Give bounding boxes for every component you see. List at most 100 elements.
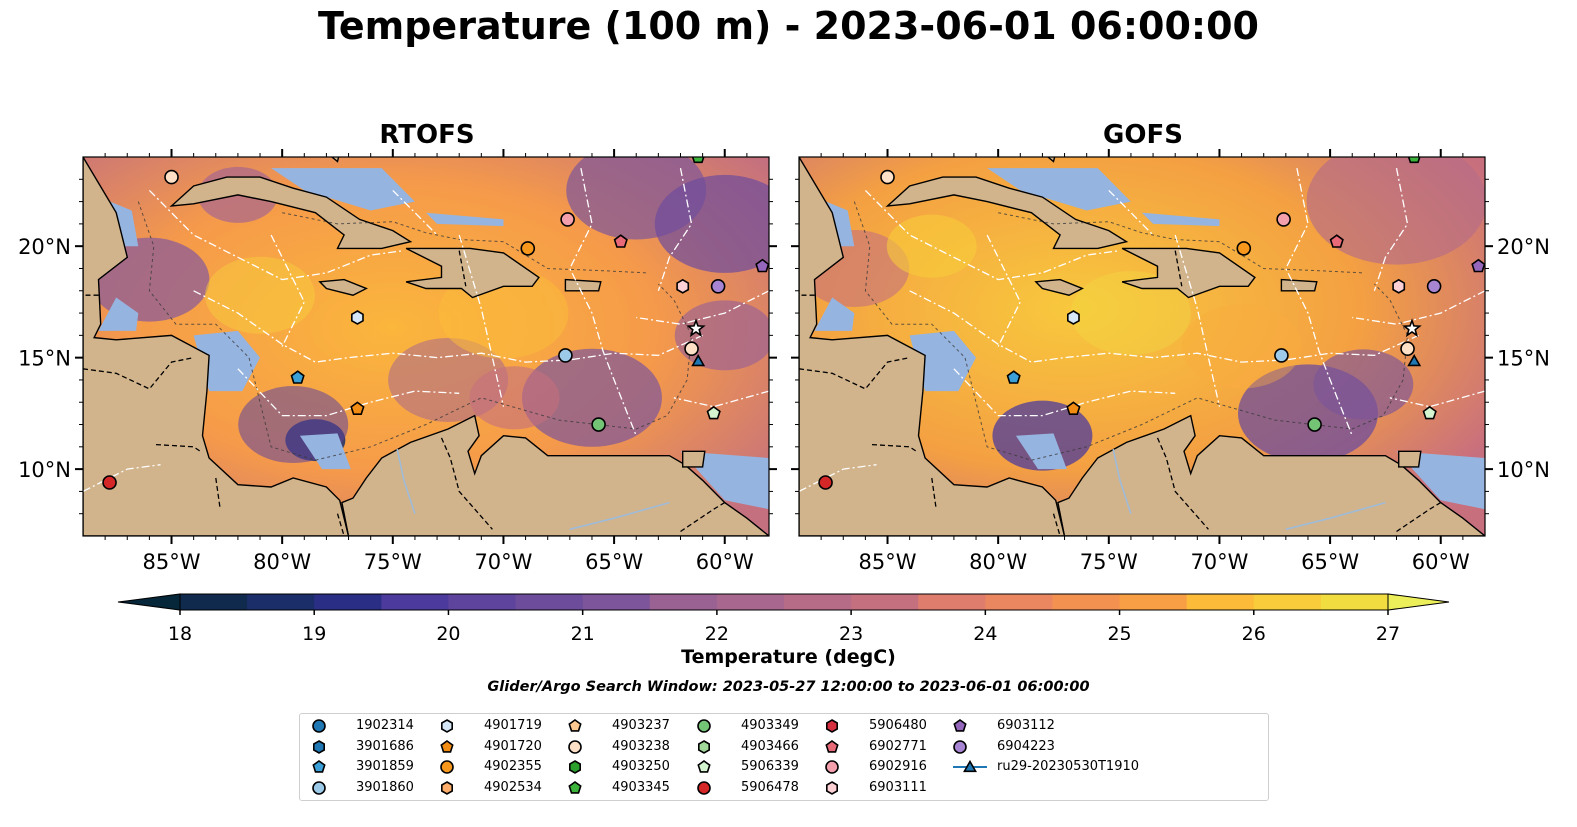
float-marker-pentagon xyxy=(1329,234,1344,248)
eez-boundary xyxy=(83,464,161,492)
eez-boundary xyxy=(986,234,1022,347)
shallow-water-area xyxy=(271,168,415,211)
land-south-america xyxy=(1057,414,1485,536)
temperature-feature xyxy=(469,366,560,430)
float-marker-pentagon xyxy=(691,157,705,164)
land-puerto-rico xyxy=(564,278,602,292)
float-marker-hexagon xyxy=(351,310,364,325)
land-trinidad xyxy=(682,450,706,468)
legend-marker-icon xyxy=(825,739,839,753)
eez-boundary xyxy=(909,290,1419,363)
eez-boundary xyxy=(1285,167,1353,436)
legend-hexagon-icon xyxy=(826,719,838,733)
latitude-tick-label: 20°N xyxy=(1497,235,1550,259)
colorbar-tick-label: 27 xyxy=(1376,623,1400,640)
legend-hexagon-icon xyxy=(826,780,838,795)
float-marker-circle xyxy=(880,169,895,185)
legend-circle-icon xyxy=(953,739,967,754)
colorbar-segment xyxy=(381,594,449,610)
legend-label: 4903237 xyxy=(612,718,670,733)
country-border xyxy=(1396,502,1442,533)
legend-marker-icon xyxy=(568,719,582,732)
temperature-feature xyxy=(1181,304,1302,389)
legend-pentagon-icon xyxy=(953,719,967,732)
float-marker-star xyxy=(686,318,706,338)
colorbar-tick-label: 23 xyxy=(839,623,863,640)
shallow-water-area xyxy=(426,212,504,227)
colorbar-segment xyxy=(180,594,248,610)
legend-hexagon-icon xyxy=(569,760,581,774)
legend-hexagon-icon xyxy=(441,719,453,733)
colorbar-segment xyxy=(1186,594,1255,610)
colorbar-segment xyxy=(918,594,986,610)
eez-boundary xyxy=(569,167,637,436)
search-window-note: Glider/Argo Search Window: 2023-05-27 12… xyxy=(487,679,1090,695)
eez-boundary xyxy=(458,234,505,407)
legend-label: 4901719 xyxy=(484,718,542,733)
legend-label: 4901720 xyxy=(484,738,542,754)
shallow-water-area xyxy=(1015,433,1067,470)
eez-boundary xyxy=(799,464,877,492)
float-marker-circle xyxy=(1426,279,1442,294)
legend-label: 5906480 xyxy=(869,718,927,733)
river xyxy=(569,501,670,531)
legend-hexagon-icon xyxy=(313,739,325,754)
legend-marker-icon xyxy=(826,719,838,733)
map-frame xyxy=(82,156,770,537)
temperature-feature xyxy=(654,174,769,273)
colorbar-segment xyxy=(247,594,315,610)
legend-label: 6902771 xyxy=(869,738,927,754)
legend-pentagon-icon xyxy=(568,719,582,732)
colorbar-tick-label: 24 xyxy=(973,623,997,640)
country-border xyxy=(871,443,917,452)
main-title: Temperature (100 m) - 2023-06-01 06:00:0… xyxy=(317,4,1259,48)
legend-pentagon-icon xyxy=(312,760,326,773)
colorbar-segment xyxy=(582,594,651,610)
legend-label: 4903345 xyxy=(612,779,670,795)
legend-hexagon-icon xyxy=(698,739,710,754)
latitude-tick-label: 15°N xyxy=(1497,347,1550,371)
country-border xyxy=(336,513,345,536)
temperature-feature xyxy=(1306,157,1485,265)
legend-marker-icon xyxy=(440,760,454,774)
legend-marker-icon xyxy=(697,719,711,733)
latitude-tick-label: 20°N xyxy=(18,235,71,259)
float-marker-circle xyxy=(1276,212,1291,227)
colorbar-segment xyxy=(1320,594,1389,610)
longitude-tick-label: 85°W xyxy=(859,550,917,574)
float-marker-circle xyxy=(1236,241,1252,256)
temperature-feature xyxy=(521,348,662,447)
colorbar-segment xyxy=(784,594,852,610)
float-marker-circle xyxy=(560,212,575,227)
colorbar-high-extension xyxy=(1387,593,1450,611)
legend-label: 6902916 xyxy=(869,759,927,774)
legend-pentagon-icon xyxy=(825,739,839,753)
float-marker-pentagon xyxy=(290,370,305,384)
shallow-water-area xyxy=(193,330,260,392)
colorbar-segment xyxy=(1119,594,1188,610)
land-cuba xyxy=(885,176,1129,250)
colorbar-segment xyxy=(985,594,1053,610)
legend-label: 1902314 xyxy=(356,718,414,733)
float-marker-circle xyxy=(710,279,726,294)
colorbar-segment xyxy=(649,594,718,610)
legend-hexagon-icon xyxy=(441,780,453,795)
shallow-water-area xyxy=(909,330,976,392)
legend-marker-icon xyxy=(568,780,582,794)
land-central-america xyxy=(799,157,1066,536)
land-florida xyxy=(227,135,278,151)
legend-pentagon-icon xyxy=(697,760,711,773)
legend-marker-icon xyxy=(312,780,326,795)
land-south-america xyxy=(341,414,769,536)
legend-circle-icon xyxy=(312,780,326,795)
float-marker-triangle xyxy=(691,353,706,367)
longitude-tick-label: 60°W xyxy=(1412,550,1470,574)
float-marker-hexagon xyxy=(1392,278,1406,294)
legend-label: 5906339 xyxy=(741,759,799,774)
colorbar-segment xyxy=(314,594,382,610)
float-marker-hexagon xyxy=(1067,310,1080,325)
land-trinidad xyxy=(1397,450,1422,468)
land-puerto-rico xyxy=(1280,278,1318,292)
eez-boundary xyxy=(1108,189,1154,236)
country-border xyxy=(1174,250,1183,287)
